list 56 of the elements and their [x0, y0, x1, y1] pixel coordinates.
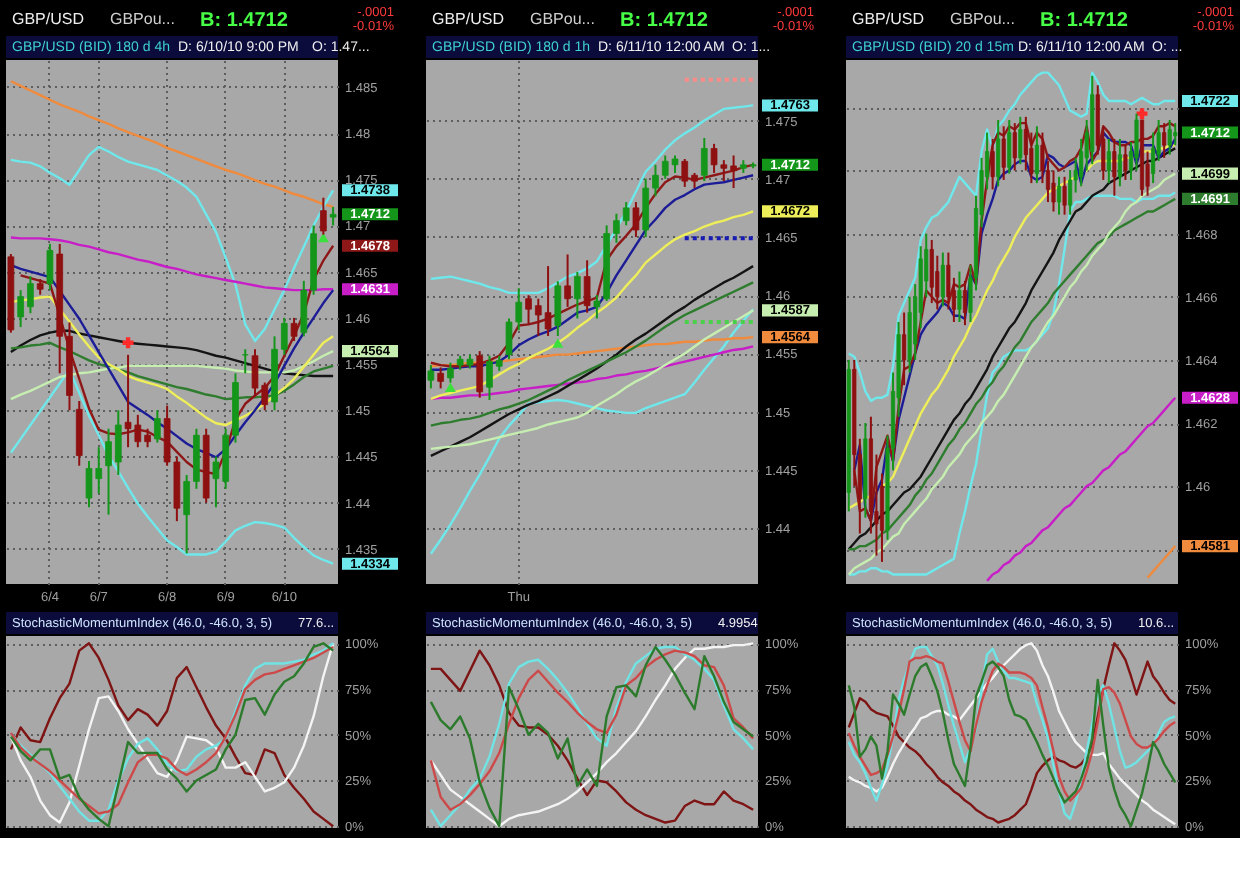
line-series — [9, 80, 335, 209]
line-series — [429, 104, 755, 295]
line-series — [985, 396, 1177, 583]
candlestick — [1123, 144, 1128, 181]
line-series — [847, 654, 1177, 802]
candlestick — [902, 311, 907, 387]
candlestick — [957, 270, 962, 323]
candlestick — [329, 205, 337, 227]
text: GBP/USD — [432, 10, 505, 28]
candlestick — [574, 270, 581, 320]
candlestick — [1056, 175, 1062, 216]
text: GBP/USD — [852, 10, 925, 28]
candlestick — [1117, 137, 1122, 188]
candlestick — [940, 251, 945, 308]
candlestick — [990, 137, 995, 191]
candlestick — [1134, 112, 1139, 172]
line-series — [9, 368, 335, 565]
candlestick — [1051, 169, 1056, 213]
line-series — [429, 264, 755, 458]
text: GBP/USD — [12, 10, 85, 28]
text: B: 1.4712 — [1040, 10, 1129, 32]
candlestick — [700, 137, 708, 183]
candlestick — [154, 409, 161, 444]
candlestick — [1167, 118, 1172, 156]
candlestick — [1018, 115, 1023, 166]
line-series — [9, 145, 335, 343]
text: GBPou... — [950, 10, 1015, 28]
candlestick — [1106, 137, 1111, 185]
line-series — [1146, 544, 1177, 579]
text: B: 1.4712 — [620, 10, 709, 32]
candlestick — [1112, 137, 1117, 197]
candlestick — [593, 294, 601, 320]
candlestick — [75, 400, 83, 467]
line-series — [429, 210, 755, 401]
candlestick — [1173, 122, 1178, 147]
line-series — [429, 281, 755, 427]
candlestick — [427, 364, 435, 390]
text: GBPou... — [110, 10, 175, 28]
candlestick — [962, 279, 968, 327]
candlestick — [564, 253, 571, 308]
candlestick — [996, 118, 1001, 188]
candlestick — [929, 238, 934, 305]
candlestick — [290, 316, 298, 342]
line-series — [429, 307, 755, 555]
candlestick — [1062, 175, 1067, 216]
candlestick — [554, 280, 562, 337]
line-series — [429, 345, 755, 401]
line-series — [429, 309, 755, 451]
text: B: 1.4712 — [200, 10, 289, 32]
candlestick — [583, 259, 591, 314]
candlestick — [1034, 125, 1039, 185]
text: GBPou... — [530, 10, 595, 28]
candlestick — [632, 201, 640, 238]
candlestick — [46, 242, 54, 292]
line-series — [847, 71, 1177, 403]
candlestick — [1007, 118, 1012, 175]
